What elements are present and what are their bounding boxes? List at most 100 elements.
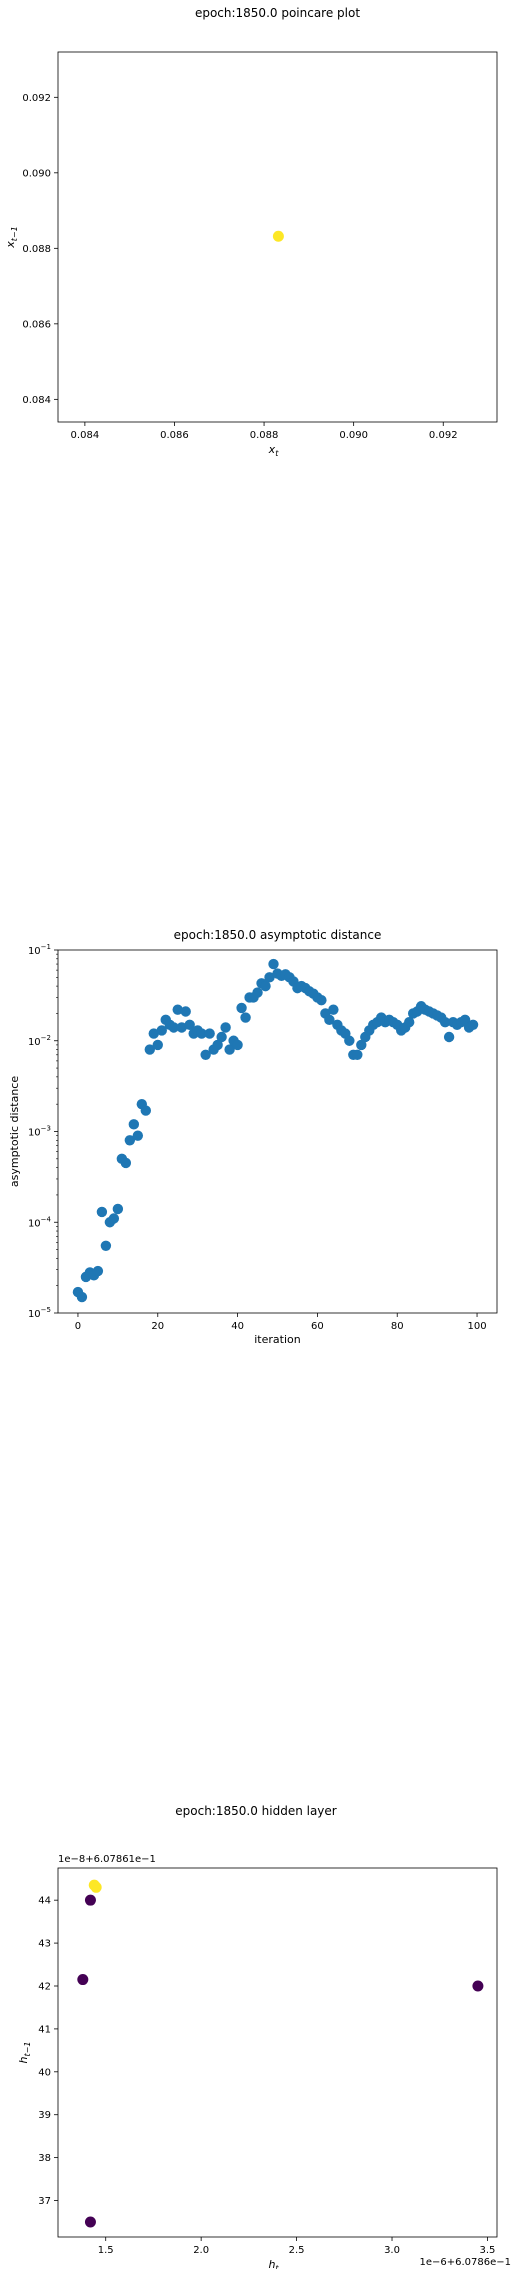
y-axis-label: xt−1 <box>4 226 19 248</box>
data-point <box>204 1028 215 1039</box>
x-tick-label: 3.0 <box>384 2245 400 2256</box>
y-tick-label: 42 <box>38 1981 51 1992</box>
asymptotic-distance-plot: epoch:1850.0 asymptotic distance 0 20 40 60 8… <box>0 920 512 1360</box>
data-point <box>324 1014 335 1026</box>
y-tick-label: 0.092 <box>22 93 51 104</box>
data-point <box>108 1213 120 1224</box>
y-tick-label: 43 <box>38 1939 51 1950</box>
data-point <box>92 1265 104 1277</box>
y-tick-label: 38 <box>38 2153 51 2164</box>
x-tick-label: 3.5 <box>480 2245 496 2256</box>
y-tick-label: 10−5 <box>28 1306 51 1320</box>
data-point <box>328 1004 339 1015</box>
y-axis-label: asymptotic distance <box>8 1076 21 1187</box>
data-point <box>148 1028 159 1039</box>
data-point <box>140 1105 151 1116</box>
data-point <box>77 1974 89 1986</box>
data-point <box>443 1031 455 1043</box>
data-point <box>212 1039 223 1051</box>
plot-frame <box>57 949 498 1314</box>
data-point <box>168 1022 179 1033</box>
data-point <box>224 1044 235 1055</box>
x-axis-label: iteration <box>254 1333 300 1346</box>
data-point <box>184 1019 195 1030</box>
data-point <box>268 958 279 970</box>
x-tick-label: 0.086 <box>160 430 189 441</box>
data-point <box>260 980 271 992</box>
y-tick-label: 40 <box>38 2067 51 2078</box>
data-point <box>196 1028 207 1039</box>
data-point <box>472 1980 484 1992</box>
data-point <box>352 1049 363 1061</box>
y-tick-label: 39 <box>38 2110 51 2121</box>
data-point <box>467 1019 479 1030</box>
x-tick-label: 2.0 <box>193 2245 209 2256</box>
data-point <box>112 1203 124 1215</box>
plot-frame <box>57 1867 498 2238</box>
data-point <box>316 994 327 1006</box>
y-tick-label: 41 <box>38 2024 51 2035</box>
data-point <box>120 1157 132 1169</box>
y-tick-label: 10−2 <box>28 1034 51 1048</box>
y-tick-label: 44 <box>38 1896 51 1907</box>
chart-title: epoch:1850.0 asymptotic distance <box>174 928 382 942</box>
x-tick-label: 100 <box>467 1321 486 1332</box>
data-point <box>344 1035 355 1046</box>
data-point <box>180 1006 191 1017</box>
data-point <box>132 1130 144 1141</box>
x-axis-label: ht <box>268 2258 279 2269</box>
data-point <box>220 1022 231 1033</box>
data-point <box>356 1039 367 1051</box>
data-point <box>176 1022 187 1033</box>
poincare-plot: epoch:1850.0 poincare plot 0.084 0.086 0.08… <box>0 0 512 520</box>
y-tick-label: 10−3 <box>28 1125 51 1139</box>
data-point <box>88 1879 100 1891</box>
data-point <box>404 1017 415 1028</box>
x-tick-label: 20 <box>151 1321 164 1332</box>
data-point <box>152 1039 163 1051</box>
data-point <box>124 1135 136 1146</box>
plot-frame <box>57 51 498 423</box>
data-point <box>172 1004 183 1015</box>
y-tick-label: 37 <box>38 2196 51 2207</box>
data-point <box>240 1012 251 1023</box>
data-point <box>216 1031 227 1043</box>
x-offset-label: 1e−6+6.0786e−1 <box>419 2257 511 2268</box>
data-point <box>459 1014 471 1026</box>
x-tick-label: 0 <box>75 1321 81 1332</box>
x-tick-label: 0.090 <box>339 430 368 441</box>
x-tick-label: 2.5 <box>289 2245 305 2256</box>
x-tick-label: 1.5 <box>98 2245 114 2256</box>
y-tick-label: 0.088 <box>22 244 51 255</box>
hidden-layer-chart-svg: epoch:1850.0 hidden layer 1e−8+6.07861e−1… <box>17 1804 511 2269</box>
x-tick-label: 0.092 <box>429 430 458 441</box>
data-point <box>200 1049 211 1061</box>
data-point <box>84 2216 96 2228</box>
x-tick-label: 40 <box>231 1321 244 1332</box>
data-point <box>232 1039 243 1051</box>
y-tick-label: 0.084 <box>22 395 51 406</box>
poincare-chart-svg: epoch:1850.0 poincare plot 0.084 0.086 0.08… <box>4 6 498 458</box>
asymptotic-distance-chart-svg: epoch:1850.0 asymptotic distance 0 20 40 60 8… <box>8 928 498 1346</box>
data-point <box>96 1206 108 1218</box>
chart-title: epoch:1850.0 hidden layer <box>175 1804 337 1818</box>
y-tick-label: 10−1 <box>28 943 51 957</box>
data-point <box>100 1240 112 1252</box>
y-tick-label: 0.086 <box>22 319 51 330</box>
chart-title: epoch:1850.0 poincare plot <box>195 6 360 20</box>
data-point <box>144 1044 155 1055</box>
y-tick-label: 0.090 <box>22 168 51 179</box>
x-axis-label: xt <box>268 443 280 458</box>
y-offset-label: 1e−8+6.07861e−1 <box>58 1854 156 1865</box>
y-axis-label: ht−1 <box>17 2042 32 2064</box>
data-point <box>236 1002 247 1014</box>
data-point <box>76 1291 88 1303</box>
x-tick-label: 0.084 <box>71 430 100 441</box>
x-tick-label: 0.088 <box>250 430 279 441</box>
data-point <box>252 987 263 998</box>
x-tick-label: 80 <box>391 1321 404 1332</box>
data-point <box>84 1894 96 1906</box>
data-point <box>272 230 284 242</box>
data-point <box>264 972 275 983</box>
x-tick-label: 60 <box>311 1321 324 1332</box>
